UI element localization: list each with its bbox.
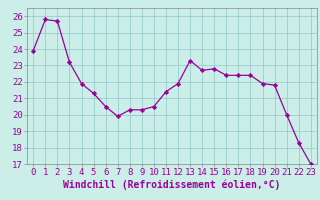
X-axis label: Windchill (Refroidissement éolien,°C): Windchill (Refroidissement éolien,°C) [63, 180, 281, 190]
